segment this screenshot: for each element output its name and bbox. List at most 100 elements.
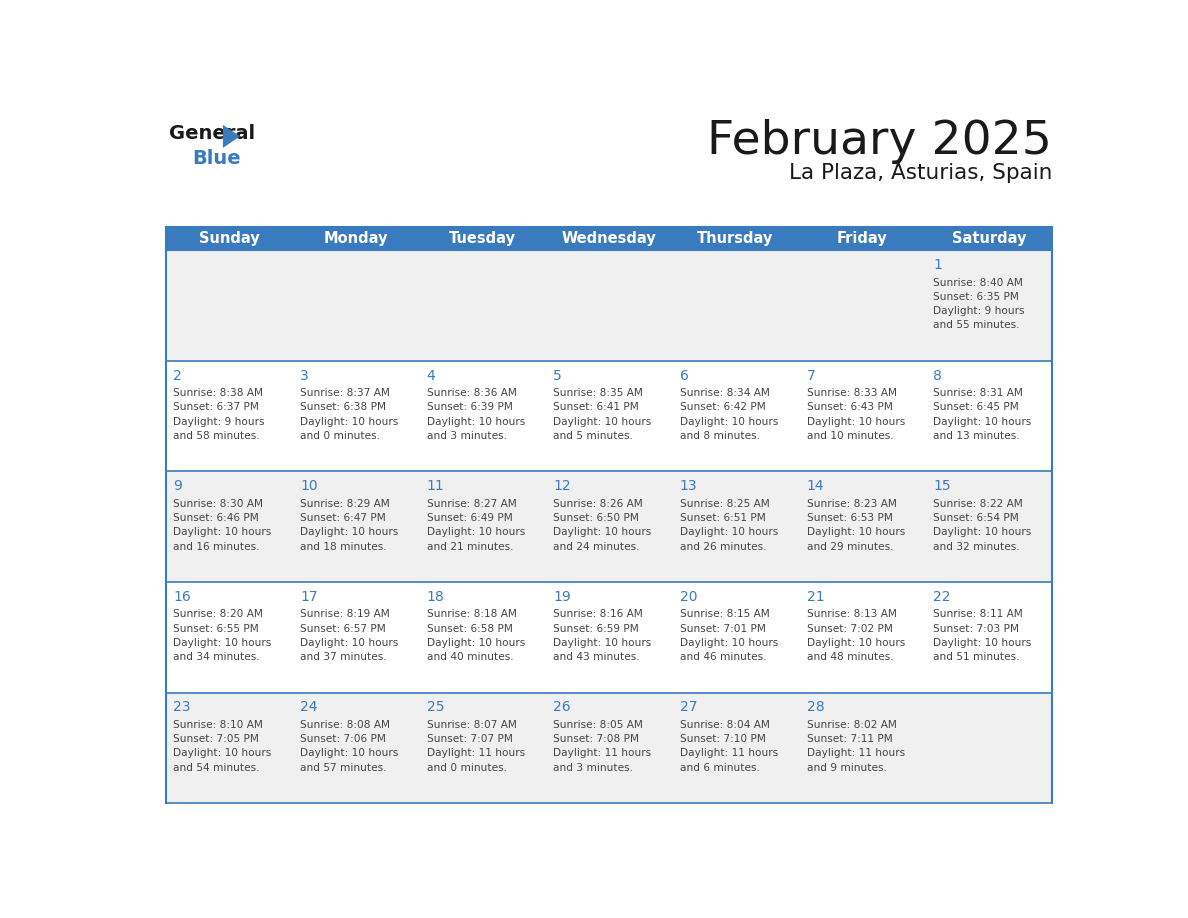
Text: Sunset: 6:41 PM: Sunset: 6:41 PM xyxy=(554,402,639,412)
Text: 16: 16 xyxy=(173,589,191,604)
Text: Wednesday: Wednesday xyxy=(562,231,656,246)
Text: Sunset: 6:49 PM: Sunset: 6:49 PM xyxy=(426,513,512,523)
Text: 15: 15 xyxy=(934,479,950,493)
Text: Daylight: 10 hours: Daylight: 10 hours xyxy=(299,527,398,537)
Text: 13: 13 xyxy=(680,479,697,493)
Text: Daylight: 9 hours: Daylight: 9 hours xyxy=(934,306,1025,316)
Text: 6: 6 xyxy=(680,368,689,383)
Text: and 43 minutes.: and 43 minutes. xyxy=(554,652,640,662)
Text: and 21 minutes.: and 21 minutes. xyxy=(426,542,513,552)
Text: Sunrise: 8:16 AM: Sunrise: 8:16 AM xyxy=(554,610,643,620)
Text: and 8 minutes.: and 8 minutes. xyxy=(680,431,760,441)
Text: Monday: Monday xyxy=(323,231,387,246)
Text: 21: 21 xyxy=(807,589,824,604)
Text: Sunrise: 8:25 AM: Sunrise: 8:25 AM xyxy=(680,498,770,509)
Text: Saturday: Saturday xyxy=(952,231,1026,246)
Text: Sunrise: 8:20 AM: Sunrise: 8:20 AM xyxy=(173,610,264,620)
Text: 26: 26 xyxy=(554,700,571,714)
Text: Daylight: 10 hours: Daylight: 10 hours xyxy=(680,527,778,537)
Text: 9: 9 xyxy=(173,479,182,493)
Text: Sunrise: 8:35 AM: Sunrise: 8:35 AM xyxy=(554,388,643,398)
Text: 22: 22 xyxy=(934,589,950,604)
Text: La Plaza, Asturias, Spain: La Plaza, Asturias, Spain xyxy=(789,162,1053,183)
Text: Blue: Blue xyxy=(192,149,241,168)
Bar xyxy=(165,582,1053,692)
Text: and 0 minutes.: and 0 minutes. xyxy=(426,763,506,773)
Text: 8: 8 xyxy=(934,368,942,383)
Text: and 3 minutes.: and 3 minutes. xyxy=(426,431,506,441)
Text: Sunrise: 8:11 AM: Sunrise: 8:11 AM xyxy=(934,610,1023,620)
Text: Sunrise: 8:34 AM: Sunrise: 8:34 AM xyxy=(680,388,770,398)
Text: 24: 24 xyxy=(299,700,317,714)
Text: Sunset: 7:06 PM: Sunset: 7:06 PM xyxy=(299,734,386,744)
Text: and 3 minutes.: and 3 minutes. xyxy=(554,763,633,773)
Text: Daylight: 10 hours: Daylight: 10 hours xyxy=(807,638,905,648)
Text: Sunset: 6:42 PM: Sunset: 6:42 PM xyxy=(680,402,766,412)
Text: Daylight: 10 hours: Daylight: 10 hours xyxy=(426,417,525,427)
Text: and 6 minutes.: and 6 minutes. xyxy=(680,763,760,773)
Text: and 16 minutes.: and 16 minutes. xyxy=(173,542,260,552)
Text: 27: 27 xyxy=(680,700,697,714)
Text: Sunset: 7:07 PM: Sunset: 7:07 PM xyxy=(426,734,512,744)
Text: Sunset: 6:50 PM: Sunset: 6:50 PM xyxy=(554,513,639,523)
Text: Sunset: 7:05 PM: Sunset: 7:05 PM xyxy=(173,734,259,744)
Text: Daylight: 10 hours: Daylight: 10 hours xyxy=(680,638,778,648)
Text: 25: 25 xyxy=(426,700,444,714)
Bar xyxy=(165,227,1053,251)
Text: and 40 minutes.: and 40 minutes. xyxy=(426,652,513,662)
Text: Daylight: 10 hours: Daylight: 10 hours xyxy=(934,638,1031,648)
Text: Sunrise: 8:05 AM: Sunrise: 8:05 AM xyxy=(554,720,643,730)
Text: Daylight: 10 hours: Daylight: 10 hours xyxy=(426,638,525,648)
Text: Sunset: 7:11 PM: Sunset: 7:11 PM xyxy=(807,734,892,744)
Text: Sunday: Sunday xyxy=(198,231,259,246)
Text: Sunrise: 8:26 AM: Sunrise: 8:26 AM xyxy=(554,498,643,509)
Text: Sunset: 6:47 PM: Sunset: 6:47 PM xyxy=(299,513,386,523)
Text: and 46 minutes.: and 46 minutes. xyxy=(680,652,766,662)
Text: and 0 minutes.: and 0 minutes. xyxy=(299,431,380,441)
Text: Sunset: 6:53 PM: Sunset: 6:53 PM xyxy=(807,513,892,523)
Text: Sunset: 6:54 PM: Sunset: 6:54 PM xyxy=(934,513,1019,523)
Text: 3: 3 xyxy=(299,368,309,383)
Text: Sunrise: 8:38 AM: Sunrise: 8:38 AM xyxy=(173,388,264,398)
Text: and 37 minutes.: and 37 minutes. xyxy=(299,652,386,662)
Polygon shape xyxy=(223,125,240,148)
Text: and 32 minutes.: and 32 minutes. xyxy=(934,542,1019,552)
Bar xyxy=(165,692,1053,803)
Text: Sunset: 6:35 PM: Sunset: 6:35 PM xyxy=(934,292,1019,302)
Text: Sunset: 6:59 PM: Sunset: 6:59 PM xyxy=(554,623,639,633)
Text: Daylight: 10 hours: Daylight: 10 hours xyxy=(807,527,905,537)
Text: 28: 28 xyxy=(807,700,824,714)
Text: Sunset: 6:58 PM: Sunset: 6:58 PM xyxy=(426,623,512,633)
Text: and 55 minutes.: and 55 minutes. xyxy=(934,320,1019,330)
Text: Sunset: 6:43 PM: Sunset: 6:43 PM xyxy=(807,402,892,412)
Text: Daylight: 10 hours: Daylight: 10 hours xyxy=(680,417,778,427)
Text: Friday: Friday xyxy=(836,231,887,246)
Text: Daylight: 10 hours: Daylight: 10 hours xyxy=(934,527,1031,537)
Text: Sunrise: 8:40 AM: Sunrise: 8:40 AM xyxy=(934,277,1023,287)
Text: Sunrise: 8:08 AM: Sunrise: 8:08 AM xyxy=(299,720,390,730)
Text: and 24 minutes.: and 24 minutes. xyxy=(554,542,640,552)
Text: Daylight: 11 hours: Daylight: 11 hours xyxy=(807,748,905,758)
Text: Daylight: 10 hours: Daylight: 10 hours xyxy=(554,638,651,648)
Text: 12: 12 xyxy=(554,479,571,493)
Text: 18: 18 xyxy=(426,589,444,604)
Text: Sunrise: 8:23 AM: Sunrise: 8:23 AM xyxy=(807,498,897,509)
Text: Sunset: 7:03 PM: Sunset: 7:03 PM xyxy=(934,623,1019,633)
Text: and 58 minutes.: and 58 minutes. xyxy=(173,431,260,441)
Text: Daylight: 10 hours: Daylight: 10 hours xyxy=(934,417,1031,427)
Text: Sunrise: 8:15 AM: Sunrise: 8:15 AM xyxy=(680,610,770,620)
Text: and 18 minutes.: and 18 minutes. xyxy=(299,542,386,552)
Text: and 48 minutes.: and 48 minutes. xyxy=(807,652,893,662)
Text: 19: 19 xyxy=(554,589,571,604)
Text: Sunset: 6:38 PM: Sunset: 6:38 PM xyxy=(299,402,386,412)
Text: Sunset: 7:08 PM: Sunset: 7:08 PM xyxy=(554,734,639,744)
Text: and 54 minutes.: and 54 minutes. xyxy=(173,763,260,773)
Text: General: General xyxy=(170,124,255,143)
Text: and 34 minutes.: and 34 minutes. xyxy=(173,652,260,662)
Text: 5: 5 xyxy=(554,368,562,383)
Text: and 13 minutes.: and 13 minutes. xyxy=(934,431,1019,441)
Text: Sunrise: 8:04 AM: Sunrise: 8:04 AM xyxy=(680,720,770,730)
Text: Daylight: 9 hours: Daylight: 9 hours xyxy=(173,417,265,427)
Text: Sunrise: 8:30 AM: Sunrise: 8:30 AM xyxy=(173,498,264,509)
Text: Daylight: 10 hours: Daylight: 10 hours xyxy=(173,527,272,537)
